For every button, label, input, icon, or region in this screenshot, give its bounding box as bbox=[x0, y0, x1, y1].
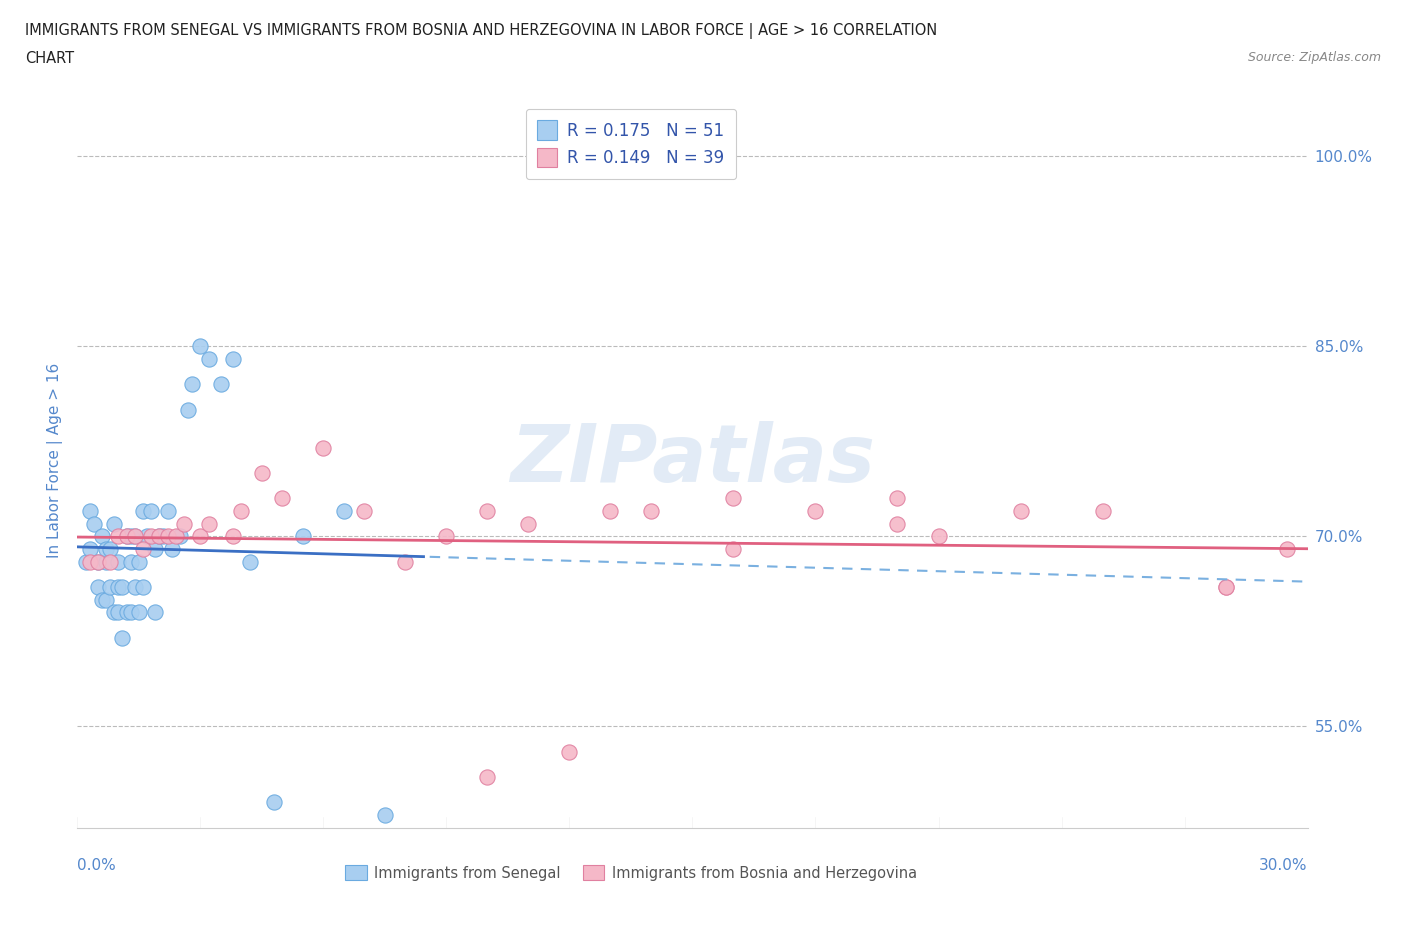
Point bbox=[165, 529, 187, 544]
Point bbox=[94, 541, 117, 556]
Point bbox=[107, 529, 129, 544]
Point bbox=[169, 529, 191, 544]
Point bbox=[136, 529, 159, 544]
Point bbox=[128, 604, 150, 619]
Point bbox=[517, 516, 540, 531]
Point bbox=[124, 579, 146, 594]
Point bbox=[132, 579, 155, 594]
Point bbox=[94, 554, 117, 569]
Point bbox=[103, 604, 125, 619]
Point bbox=[181, 377, 204, 392]
Point bbox=[160, 541, 183, 556]
Point bbox=[156, 503, 179, 518]
Legend: Immigrants from Senegal, Immigrants from Bosnia and Herzegovina: Immigrants from Senegal, Immigrants from… bbox=[339, 859, 922, 886]
Point bbox=[83, 516, 105, 531]
Point bbox=[98, 541, 121, 556]
Point bbox=[173, 516, 195, 531]
Point bbox=[132, 541, 155, 556]
Text: ZIPatlas: ZIPatlas bbox=[510, 421, 875, 499]
Text: CHART: CHART bbox=[25, 51, 75, 66]
Point bbox=[1275, 541, 1298, 556]
Point bbox=[886, 516, 908, 531]
Point bbox=[1010, 503, 1032, 518]
Point bbox=[143, 541, 166, 556]
Point bbox=[271, 491, 294, 506]
Point bbox=[90, 529, 114, 544]
Point bbox=[928, 529, 950, 544]
Point bbox=[312, 440, 335, 455]
Point bbox=[115, 529, 138, 544]
Point bbox=[188, 529, 212, 544]
Point bbox=[75, 554, 97, 569]
Point bbox=[152, 529, 174, 544]
Point bbox=[250, 466, 273, 481]
Point bbox=[723, 541, 745, 556]
Point bbox=[120, 604, 142, 619]
Point bbox=[124, 529, 146, 544]
Point bbox=[107, 604, 129, 619]
Point bbox=[141, 503, 163, 518]
Point bbox=[111, 579, 134, 594]
Point bbox=[333, 503, 356, 518]
Point bbox=[640, 503, 662, 518]
Point bbox=[1091, 503, 1114, 518]
Point bbox=[156, 529, 179, 544]
Point bbox=[197, 352, 219, 366]
Point bbox=[177, 403, 200, 418]
Point bbox=[599, 503, 621, 518]
Y-axis label: In Labor Force | Age > 16: In Labor Force | Age > 16 bbox=[48, 363, 63, 558]
Point bbox=[128, 554, 150, 569]
Point bbox=[98, 554, 121, 569]
Point bbox=[239, 554, 262, 569]
Point bbox=[87, 579, 110, 594]
Point bbox=[79, 503, 101, 518]
Point bbox=[263, 795, 285, 810]
Point bbox=[804, 503, 827, 518]
Point bbox=[886, 491, 908, 506]
Point bbox=[98, 579, 121, 594]
Point bbox=[188, 339, 212, 353]
Point bbox=[103, 516, 125, 531]
Point bbox=[209, 377, 232, 392]
Point bbox=[143, 604, 166, 619]
Point bbox=[115, 604, 138, 619]
Point bbox=[222, 352, 245, 366]
Point bbox=[1215, 579, 1237, 594]
Point bbox=[79, 541, 101, 556]
Point bbox=[115, 529, 138, 544]
Point bbox=[107, 554, 129, 569]
Point bbox=[477, 770, 499, 785]
Point bbox=[1215, 579, 1237, 594]
Point bbox=[231, 503, 253, 518]
Point bbox=[436, 529, 458, 544]
Point bbox=[148, 529, 170, 544]
Point bbox=[111, 631, 134, 645]
Point bbox=[197, 516, 219, 531]
Text: IMMIGRANTS FROM SENEGAL VS IMMIGRANTS FROM BOSNIA AND HERZEGOVINA IN LABOR FORCE: IMMIGRANTS FROM SENEGAL VS IMMIGRANTS FR… bbox=[25, 23, 938, 39]
Point bbox=[132, 503, 155, 518]
Text: Source: ZipAtlas.com: Source: ZipAtlas.com bbox=[1247, 51, 1381, 64]
Point bbox=[141, 529, 163, 544]
Point bbox=[394, 554, 416, 569]
Point bbox=[94, 592, 117, 607]
Point bbox=[79, 554, 101, 569]
Point bbox=[90, 592, 114, 607]
Point bbox=[353, 503, 375, 518]
Point bbox=[120, 554, 142, 569]
Point bbox=[723, 491, 745, 506]
Point bbox=[87, 554, 110, 569]
Point bbox=[120, 529, 142, 544]
Text: 30.0%: 30.0% bbox=[1260, 858, 1308, 873]
Point bbox=[87, 554, 110, 569]
Point bbox=[107, 579, 129, 594]
Point bbox=[291, 529, 314, 544]
Text: 0.0%: 0.0% bbox=[77, 858, 117, 873]
Point bbox=[148, 529, 170, 544]
Point bbox=[124, 529, 146, 544]
Point bbox=[222, 529, 245, 544]
Point bbox=[374, 807, 396, 822]
Point bbox=[558, 744, 581, 759]
Point bbox=[477, 503, 499, 518]
